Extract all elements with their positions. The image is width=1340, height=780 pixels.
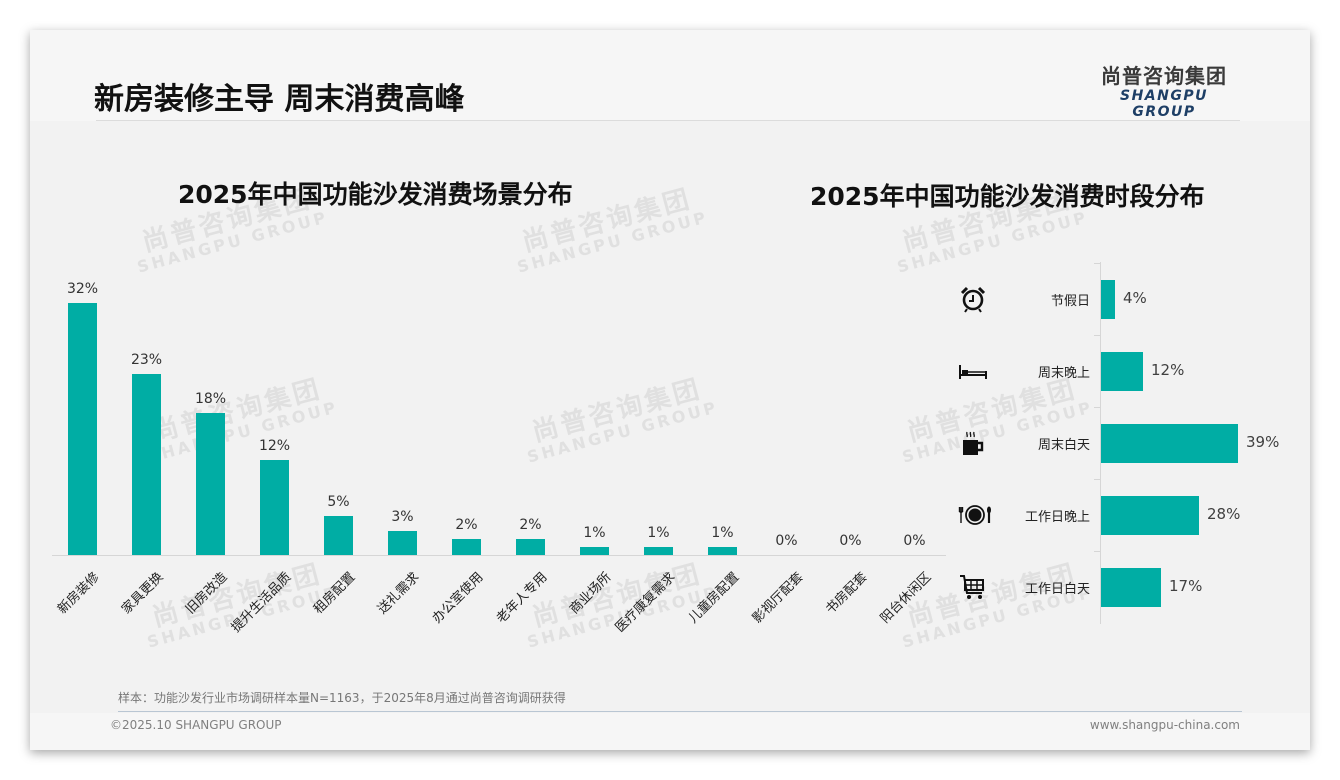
category-label: 商业场所 bbox=[566, 569, 614, 618]
bar-value-label: 1% bbox=[711, 525, 734, 541]
category-label: 工作日晚上 bbox=[1024, 510, 1090, 525]
bar-value-label: 17% bbox=[1169, 577, 1203, 595]
y-tick bbox=[1094, 407, 1100, 408]
category-label: 旧房改造 bbox=[182, 569, 230, 618]
footer-divider bbox=[118, 711, 1242, 712]
plate-cutlery-icon bbox=[958, 500, 991, 530]
bar-value-label: 23% bbox=[130, 352, 163, 368]
bar-value-label: 0% bbox=[903, 533, 926, 549]
bar bbox=[1101, 568, 1161, 607]
bar-value-label: 12% bbox=[258, 438, 291, 454]
shopping-cart-icon bbox=[958, 572, 988, 602]
bar-value-label: 0% bbox=[775, 533, 798, 549]
scene-bar-chart: 32% 新房装修 23% 家具更换 18% 旧房改造 12% 提升生活品质 5% 租房配置 3% 送礼… bbox=[30, 30, 1310, 750]
bar-value-label: 2% bbox=[519, 517, 542, 533]
bar bbox=[516, 539, 545, 555]
logo-en-text: SHANGPU GROUP bbox=[1120, 88, 1208, 120]
bar bbox=[1101, 352, 1143, 391]
page-title: 新房装修主导 周末消费高峰 bbox=[94, 82, 465, 117]
y-axis bbox=[1100, 262, 1101, 624]
category-label: 节假日 bbox=[1050, 294, 1090, 309]
bar-value-label: 3% bbox=[391, 509, 414, 525]
category-label: 家具更换 bbox=[118, 569, 166, 618]
y-tick bbox=[1094, 263, 1100, 264]
title-divider bbox=[96, 120, 1240, 121]
bar-value-label: 39% bbox=[1246, 433, 1280, 451]
category-label: 老年人专用 bbox=[493, 569, 550, 627]
category-label: 新房装修 bbox=[54, 569, 102, 618]
bar-value-label: 18% bbox=[194, 391, 227, 407]
bar bbox=[132, 374, 161, 555]
bar bbox=[388, 531, 417, 555]
x-axis bbox=[52, 555, 946, 556]
bar bbox=[1101, 280, 1115, 319]
scene-chart-title: 2025年中国功能沙发消费场景分布 bbox=[178, 180, 573, 209]
y-tick bbox=[1094, 551, 1100, 552]
y-tick bbox=[1094, 479, 1100, 480]
category-label: 工作日白天 bbox=[1024, 582, 1090, 597]
bed-icon bbox=[958, 356, 988, 386]
bar bbox=[580, 547, 609, 555]
alarm-clock-icon bbox=[958, 284, 988, 314]
content-background bbox=[30, 121, 1310, 713]
slide: 新房装修主导 周末消费高峰 尚普咨询集团 SHANGPU GROUP 尚普咨询集… bbox=[30, 30, 1310, 750]
website-link[interactable]: www.shangpu-china.com bbox=[1089, 718, 1240, 732]
bar bbox=[1101, 496, 1199, 535]
bar-value-label: 12% bbox=[1151, 361, 1185, 379]
period-chart-title: 2025年中国功能沙发消费时段分布 bbox=[810, 182, 1205, 211]
bar-value-label: 4% bbox=[1123, 289, 1147, 307]
category-label: 办公室使用 bbox=[429, 569, 486, 627]
logo-cn-text: 尚普咨询集团 bbox=[1101, 64, 1227, 88]
category-label: 书房配套 bbox=[822, 569, 870, 618]
category-label: 送礼需求 bbox=[374, 569, 422, 618]
bar bbox=[644, 547, 673, 555]
y-tick bbox=[1094, 335, 1100, 336]
bar bbox=[708, 547, 737, 555]
category-label: 租房配置 bbox=[310, 569, 358, 618]
sample-note: 样本：功能沙发行业市场调研样本量N=1163，于2025年8月通过尚普咨询调研获… bbox=[118, 691, 566, 705]
bar-value-label: 5% bbox=[327, 494, 350, 510]
bar bbox=[1101, 424, 1238, 463]
bar-value-label: 28% bbox=[1207, 505, 1241, 523]
bar-value-label: 1% bbox=[647, 525, 670, 541]
bar bbox=[452, 539, 481, 555]
hot-coffee-icon bbox=[958, 428, 988, 458]
category-label: 儿童房配置 bbox=[685, 569, 742, 627]
bar bbox=[324, 516, 353, 555]
bar-value-label: 32% bbox=[66, 281, 99, 297]
bar-value-label: 2% bbox=[455, 517, 478, 533]
bar-value-label: 1% bbox=[583, 525, 606, 541]
category-label: 阳台休闲区 bbox=[877, 569, 934, 627]
category-label: 提升生活品质 bbox=[228, 569, 294, 636]
category-label: 周末晚上 bbox=[1037, 366, 1090, 381]
bar bbox=[260, 460, 289, 555]
bar-value-label: 0% bbox=[839, 533, 862, 549]
category-label: 周末白天 bbox=[1037, 438, 1090, 453]
copyright: ©2025.10 SHANGPU GROUP bbox=[110, 718, 282, 732]
bar bbox=[68, 303, 97, 555]
category-label: 影视厅配套 bbox=[749, 569, 806, 627]
bar bbox=[196, 413, 225, 555]
category-label: 医疗康复需求 bbox=[612, 569, 678, 636]
company-logo: 尚普咨询集团 SHANGPU GROUP bbox=[1088, 64, 1240, 120]
